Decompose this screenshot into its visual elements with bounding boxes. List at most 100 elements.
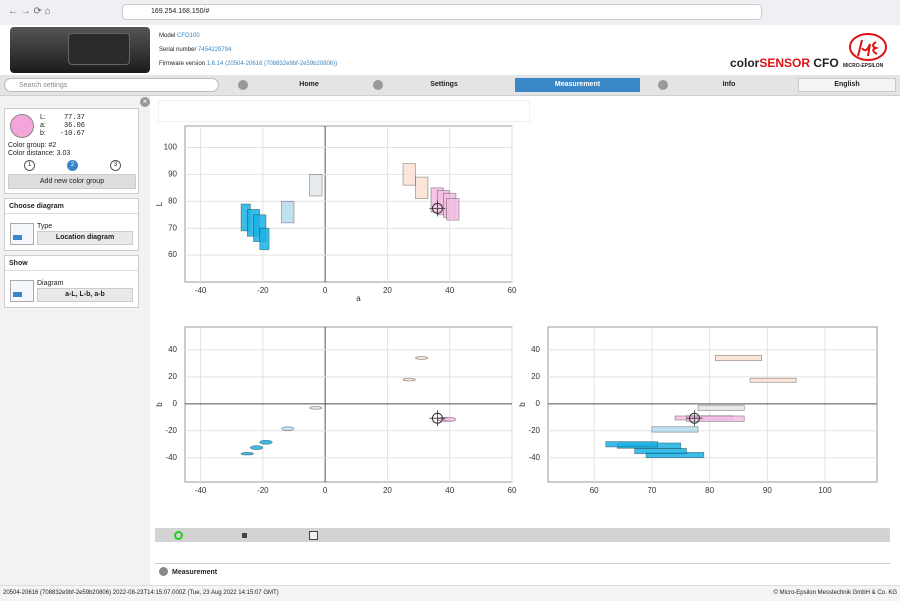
tab-icon: [658, 80, 668, 90]
card-title: Choose diagram: [5, 199, 138, 214]
language: English: [834, 81, 860, 88]
label: Serial number: [159, 47, 197, 53]
value: 7454229794: [198, 47, 232, 53]
status-right: © Micro-Epsilon Messtechnik GmbH & Co. K…: [773, 590, 897, 596]
toolbar: [155, 528, 890, 542]
crosshair: [429, 200, 446, 217]
value: 3.03: [56, 150, 71, 157]
y-tick-label: 90: [168, 170, 177, 179]
tolerance-box: [605, 441, 659, 448]
tolerance-box: [402, 163, 416, 186]
meas-value: 77.37: [63, 114, 85, 122]
type-label: Type: [37, 223, 53, 230]
tolerance-box: [749, 377, 797, 383]
brand-suffix: CFO: [813, 56, 839, 70]
start-button[interactable]: [174, 531, 183, 540]
tolerance-ellipse: [240, 451, 254, 456]
panel-title: Measurement: [172, 569, 218, 576]
tolerance-ellipse: [250, 445, 264, 451]
firmware-row: Firmware version 1.6.14 (20504-20616 (70…: [159, 61, 337, 67]
nav-arrows[interactable]: ← → ⟳ ⌂: [8, 6, 51, 17]
plot-area: [184, 326, 513, 483]
tolerance-box: [446, 198, 460, 221]
diagram-label: Diagram: [37, 280, 64, 287]
diagram-select[interactable]: a-L, L-b, a-b: [37, 288, 133, 302]
y-tick-label: 20: [168, 372, 177, 381]
group-button[interactable]: 1: [24, 160, 35, 171]
meas-label: b:: [40, 130, 46, 137]
tolerance-ellipse: [309, 406, 323, 410]
logo-text: MICRO-EPSILON: [843, 63, 884, 69]
logo: [849, 33, 887, 61]
tolerance-box: [634, 447, 687, 455]
browser-bar: ← → ⟳ ⌂ 169.254.168.150/#: [0, 0, 900, 26]
measurement-panel[interactable]: Measurement: [155, 563, 890, 580]
value: CFO100: [177, 33, 200, 39]
color-group: Color group: #2: [8, 142, 56, 149]
tolerance-ellipse: [402, 377, 416, 382]
device-image: [10, 27, 150, 73]
y-tick-label: 80: [168, 196, 177, 205]
value: a-L, L-b, a-b: [65, 291, 105, 298]
save-button[interactable]: [309, 531, 318, 540]
x-tick-label: 0: [323, 286, 328, 295]
header: [0, 25, 900, 75]
label: Model: [159, 33, 176, 39]
x-tick-label: 90: [763, 486, 772, 495]
info-icon: [159, 567, 168, 576]
group-button[interactable]: 2: [67, 160, 78, 171]
tolerance-box: [686, 415, 745, 422]
x-tick-label: 100: [818, 486, 832, 495]
search-box[interactable]: Search settings: [4, 78, 219, 92]
tab[interactable]: Info: [722, 81, 736, 88]
tab[interactable]: Measurement: [515, 78, 640, 92]
tab[interactable]: Settings: [430, 81, 458, 88]
url-bar[interactable]: 169.254.168.150/#: [122, 4, 762, 20]
x-tick-label: -20: [257, 486, 269, 495]
label: Firmware version: [159, 61, 206, 67]
brand: colorSENSOR CFO: [730, 56, 839, 70]
value: Location diagram: [55, 234, 115, 241]
y-axis-label: b: [155, 402, 164, 407]
diagram-icon: [10, 223, 34, 245]
language-select[interactable]: English: [798, 78, 896, 92]
meas-label: a:: [40, 122, 46, 129]
x-tick-label: -40: [195, 286, 207, 295]
x-tick-label: 20: [383, 486, 392, 495]
card-title: Show: [5, 256, 138, 271]
x-tick-label: 60: [590, 486, 599, 495]
url: 169.254.168.150/#: [151, 8, 210, 15]
x-tick-label: 80: [705, 486, 714, 495]
y-tick-label: 0: [536, 399, 541, 408]
x-axis-label: a: [356, 294, 361, 303]
group-button[interactable]: 3: [110, 160, 121, 171]
x-tick-label: 60: [508, 286, 517, 295]
type-select[interactable]: Location diagram: [37, 231, 133, 245]
brand-highlight: SENSOR: [759, 56, 811, 70]
x-tick-label: 40: [445, 486, 454, 495]
crosshair: [686, 410, 703, 427]
tab-icon: [373, 80, 383, 90]
y-tick-label: -20: [165, 426, 177, 435]
label: Color distance:: [8, 150, 55, 157]
y-tick-label: 100: [164, 143, 178, 152]
y-axis-label: L: [155, 201, 164, 206]
x-tick-label: 70: [647, 486, 656, 495]
x-tick-label: 0: [323, 486, 328, 495]
tab[interactable]: Home: [299, 81, 319, 88]
add-group-button[interactable]: Add new color group: [8, 174, 136, 189]
tolerance-box: [651, 426, 699, 433]
color-distance: Color distance: 3.03: [8, 150, 70, 157]
meas-value: 36.06: [63, 122, 85, 130]
x-tick-label: 60: [508, 486, 517, 495]
stop-button[interactable]: [242, 533, 247, 538]
show-icon: [10, 280, 34, 302]
tolerance-ellipse: [259, 439, 273, 445]
y-tick-label: -40: [165, 453, 177, 462]
close-sidebar[interactable]: ×: [140, 97, 150, 107]
plot-area: [547, 326, 878, 483]
x-tick-label: -20: [257, 286, 269, 295]
model-row: Model CFO100: [159, 33, 200, 39]
status-left: 20504-20616 (708832e9bf-2e59b20806) 2022…: [3, 590, 279, 596]
